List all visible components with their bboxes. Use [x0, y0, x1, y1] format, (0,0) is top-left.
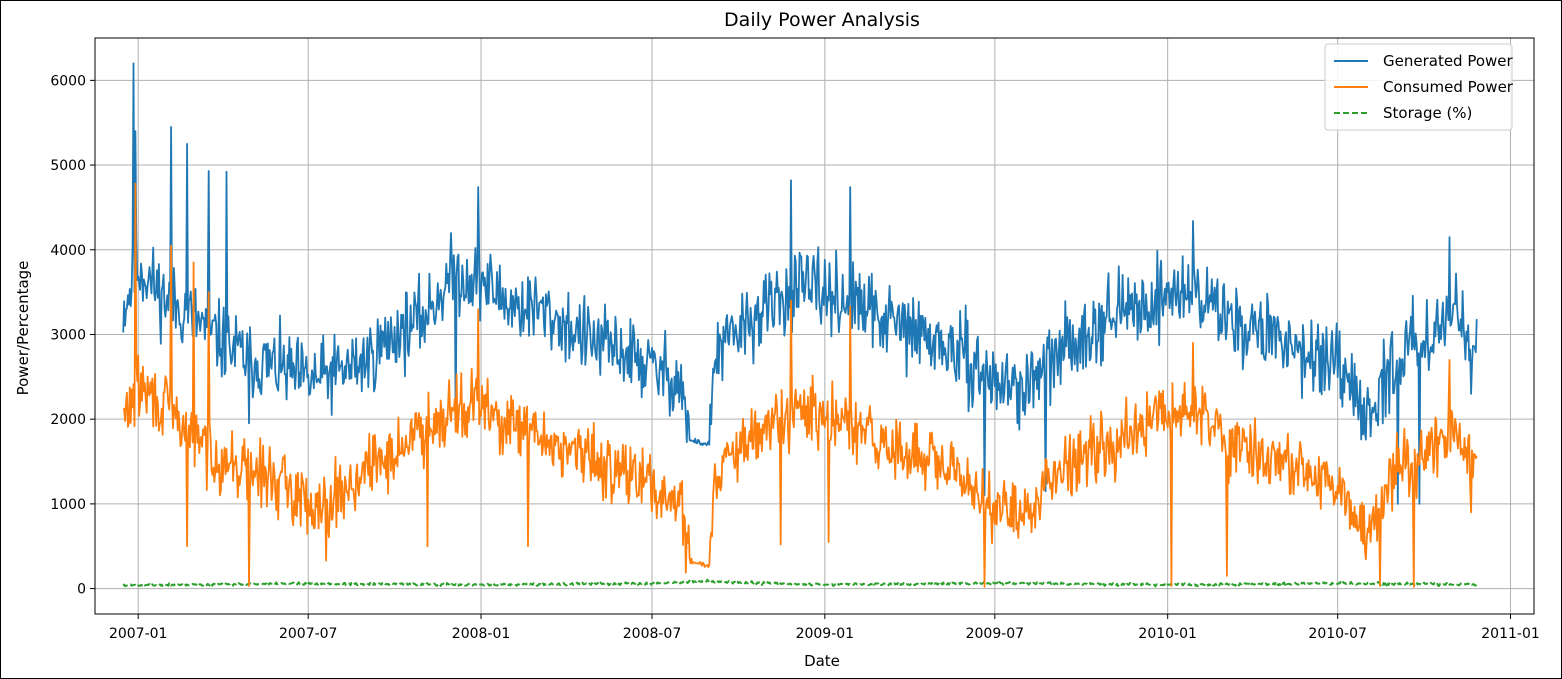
y-tick-label: 0	[77, 582, 86, 598]
series-line-storage	[122, 578, 1478, 588]
x-tick-label: 2007-01	[109, 626, 168, 642]
legend-label-consumed: Consumed Power	[1383, 78, 1514, 96]
x-tick-label: 2010-01	[1138, 626, 1197, 642]
plot-area	[95, 38, 1534, 614]
legend: Generated Power Consumed Power Storage (…	[1324, 43, 1514, 131]
x-tick-label: 2010-07	[1308, 626, 1367, 642]
x-tick-label: 2009-07	[966, 626, 1025, 642]
y-tick-label: 5000	[50, 158, 86, 174]
y-tick-label: 6000	[50, 73, 86, 89]
legend-box	[1324, 43, 1513, 131]
x-axis-ticks: 2007-01 2007-07 2008-01 2008-07 2009-01 2009-…	[109, 614, 1540, 642]
x-gridlines	[137, 38, 1512, 614]
legend-label-generated: Generated Power	[1383, 52, 1514, 70]
x-tick-label: 2008-01	[452, 626, 511, 642]
y-axis-label: Power/Percentage	[14, 261, 32, 396]
series-line-generated-power	[122, 62, 1478, 505]
x-tick-label: 2009-01	[796, 626, 855, 642]
chart-title: Daily Power Analysis	[724, 9, 920, 31]
legend-label-storage: Storage (%)	[1383, 104, 1472, 122]
series-layer	[122, 62, 1478, 588]
plot-border	[94, 37, 1535, 615]
series-line-consumed-power	[122, 182, 1478, 588]
y-tick-label: 4000	[50, 243, 86, 259]
y-axis-ticks: 0 1000 2000 3000 4000 5000 6000	[50, 73, 95, 598]
x-tick-label: 2008-07	[623, 626, 682, 642]
y-tick-label: 3000	[50, 327, 86, 343]
y-tick-label: 2000	[50, 412, 86, 428]
x-tick-label: 2011-01	[1481, 626, 1540, 642]
x-tick-label: 2007-07	[279, 626, 338, 642]
y-tick-label: 1000	[50, 497, 86, 513]
x-axis-label: Date	[804, 652, 840, 670]
